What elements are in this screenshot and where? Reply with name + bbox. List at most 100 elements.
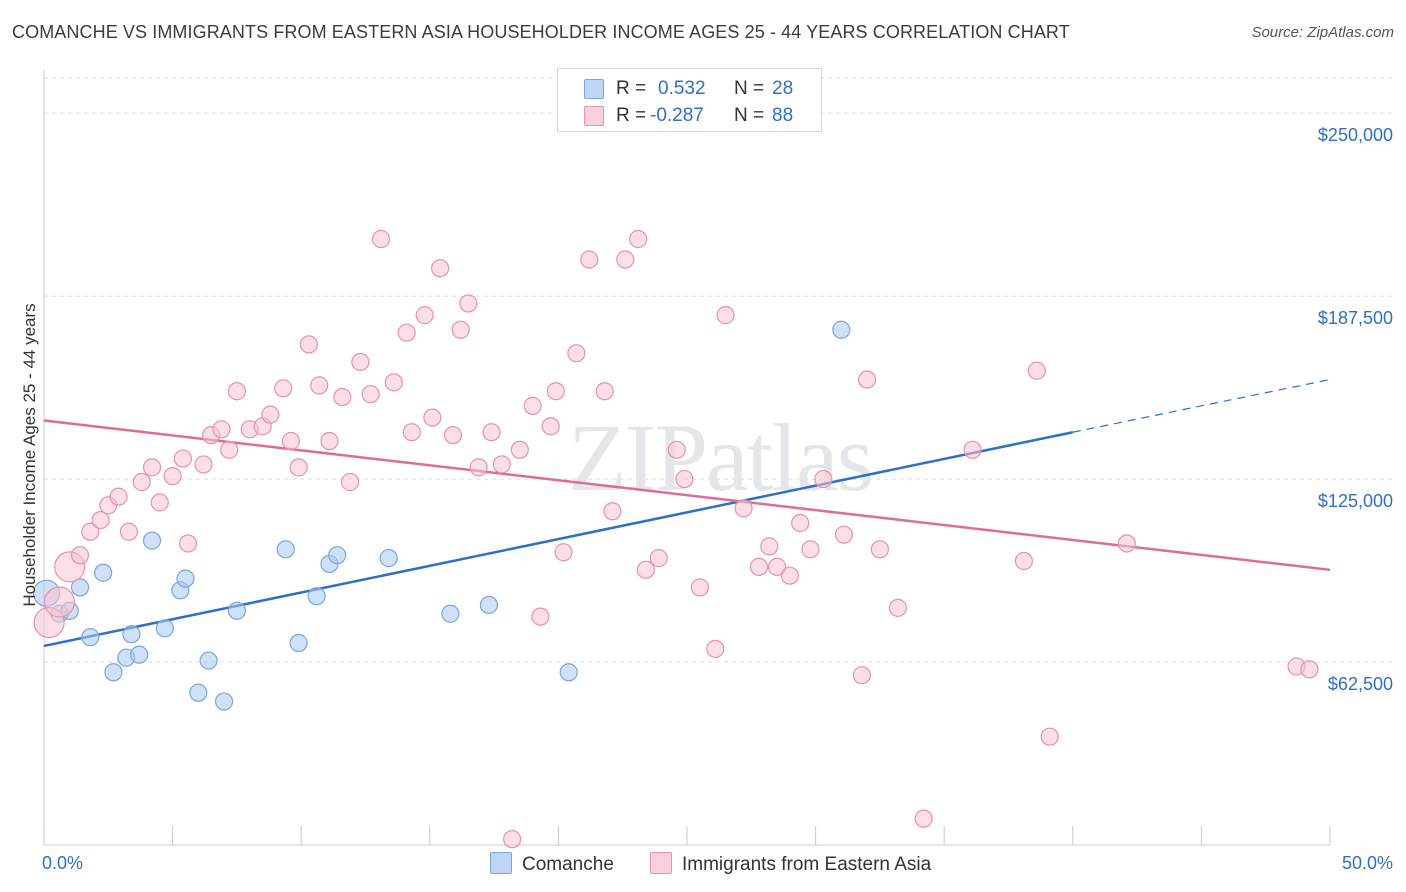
n-label: N = [734, 105, 765, 126]
comanche-point [214, 692, 234, 711]
comanche-point [479, 595, 499, 615]
eastern-asia-trend-line [43, 419, 1331, 572]
eastern-asia-point [531, 607, 550, 626]
eastern-asia-point [178, 534, 198, 553]
x-tick-label: 50.0% [1342, 853, 1393, 873]
eastern-asia-point [430, 259, 450, 278]
comanche-point [441, 604, 460, 623]
eastern-asia-point [580, 250, 599, 269]
comanche-point [289, 633, 308, 653]
y-tick-label: $125,000 [1318, 491, 1393, 511]
eastern-asia-point [814, 469, 833, 489]
comanche-point [155, 619, 174, 638]
eastern-asia-point [541, 417, 560, 436]
legend-row-comanche: R = 0.532 N = 28 [558, 74, 821, 100]
eastern-asia-point [361, 385, 380, 404]
eastern-asia-point [132, 472, 151, 492]
eastern-asia-point [70, 546, 90, 565]
n-value-eastern-asia: 88 [772, 105, 794, 126]
eastern-asia-point [371, 229, 391, 249]
eastern-asia-point [780, 566, 799, 585]
eastern-asia-point [451, 320, 470, 339]
eastern-asia-point [1014, 551, 1034, 571]
comanche-point [81, 628, 100, 647]
eastern-asia-point [469, 458, 488, 477]
eastern-asia-point [834, 525, 853, 544]
eastern-asia-point [857, 370, 877, 389]
y-tick-label: $62,500 [1328, 674, 1393, 694]
comanche-trend-line [43, 431, 1074, 648]
eastern-asia-point [482, 423, 501, 442]
eastern-asia-legend-swatch [650, 852, 672, 874]
comanche-legend-label: Comanche [522, 854, 614, 875]
eastern-asia-point [274, 379, 293, 398]
eastern-asia-point [109, 487, 128, 506]
eastern-asia-point [320, 431, 339, 451]
eastern-asia-point [888, 598, 908, 617]
comanche-point [70, 578, 90, 597]
comanche-trend-extension [1072, 378, 1331, 433]
stats-legend: R = 0.532 N = 28 R = -0.287 N = 88 [557, 68, 822, 132]
eastern-asia-point [340, 472, 360, 492]
n-value-comanche: 28 [772, 78, 794, 99]
comanche-point [328, 546, 347, 565]
eastern-asia-point [43, 586, 76, 618]
y-tick-label: $250,000 [1318, 125, 1393, 145]
eastern-asia-point [333, 387, 352, 407]
eastern-asia-point [667, 440, 686, 459]
eastern-asia-point [281, 431, 301, 451]
eastern-asia-point [706, 639, 725, 658]
data-points [32, 229, 1319, 849]
eastern-asia-point [963, 440, 982, 459]
eastern-asia-point [220, 440, 239, 459]
r-label: R = [616, 105, 647, 126]
eastern-asia-point [384, 373, 403, 392]
eastern-asia-point [299, 335, 319, 354]
eastern-asia-point [119, 522, 138, 541]
comanche-point [122, 625, 141, 644]
comanche-swatch [584, 79, 604, 99]
eastern-asia-point [310, 376, 329, 395]
eastern-asia-point [492, 455, 511, 474]
eastern-asia-point [1117, 534, 1136, 553]
comanche-point [104, 663, 123, 682]
comanche-point [176, 569, 195, 588]
comanche-point [832, 320, 851, 339]
eastern-asia-point [690, 578, 709, 597]
eastern-asia-point [91, 510, 110, 530]
eastern-asia-point [443, 426, 463, 445]
eastern-asia-swatch [584, 106, 604, 126]
comanche-point [94, 563, 113, 582]
chart-source: Source: ZipAtlas.com [1251, 24, 1394, 41]
eastern-asia-point [402, 423, 421, 442]
eastern-asia-point [767, 557, 787, 576]
eastern-asia-point [81, 522, 100, 541]
eastern-asia-point [1027, 361, 1046, 380]
eastern-asia-point [227, 382, 246, 401]
eastern-asia-point [546, 382, 565, 401]
eastern-asia-point [870, 540, 890, 559]
eastern-asia-point [194, 455, 213, 474]
eastern-asia-legend-label: Immigrants from Eastern Asia [682, 854, 932, 875]
legend-row-eastern-asia: R = -0.287 N = 88 [558, 101, 821, 127]
eastern-asia-point [1300, 660, 1319, 679]
eastern-asia-point [1040, 727, 1059, 746]
n-label: N = [734, 78, 765, 99]
eastern-asia-point [503, 830, 522, 849]
eastern-asia-point [749, 557, 769, 576]
eastern-asia-point [852, 666, 871, 685]
y-tick-label: $187,500 [1318, 308, 1393, 328]
eastern-asia-point [415, 306, 434, 325]
eastern-asia-point [554, 543, 573, 562]
axes [43, 70, 1331, 846]
comanche-point [559, 663, 578, 682]
y-axis-title: Householder Income Ages 25 - 44 years [20, 303, 39, 607]
eastern-asia-point [567, 344, 586, 363]
eastern-asia-point [351, 352, 370, 372]
eastern-asia-point [636, 560, 655, 579]
eastern-asia-point [173, 449, 192, 468]
eastern-asia-point [675, 469, 694, 489]
comanche-legend-swatch [490, 852, 512, 874]
comanche-point [307, 587, 326, 606]
